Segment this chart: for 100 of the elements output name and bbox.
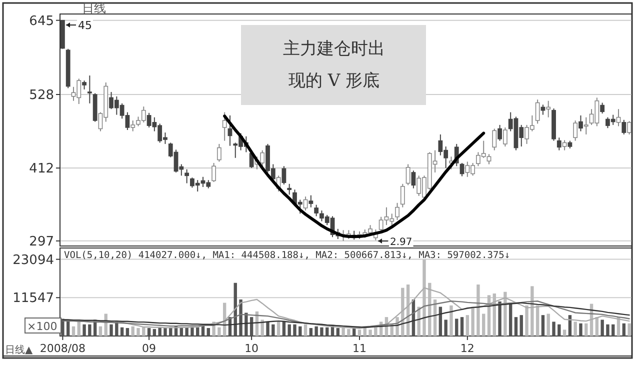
- bar: [520, 315, 523, 336]
- bar: [288, 324, 291, 336]
- bar: [272, 324, 275, 336]
- bar: [276, 322, 280, 336]
- candlestick: [578, 114, 583, 132]
- bar: [530, 286, 534, 336]
- y-tick-label: 11547: [12, 291, 54, 306]
- bar: [298, 326, 302, 336]
- annotation: 45: [78, 19, 92, 32]
- bar: [266, 322, 270, 336]
- candlestick: [400, 183, 405, 208]
- candlestick: [492, 128, 497, 151]
- bar: [72, 326, 76, 336]
- text: ×100: [27, 320, 58, 333]
- x-tick-label: 2008/08: [40, 342, 86, 355]
- bar: [558, 324, 561, 336]
- bar: [498, 301, 502, 336]
- bar: [320, 327, 324, 336]
- bar: [552, 322, 556, 336]
- bar: [450, 305, 453, 336]
- candlestick: [556, 137, 562, 151]
- bar: [98, 326, 102, 336]
- bar: [622, 323, 626, 336]
- candlestick: [546, 100, 551, 118]
- bar: [584, 323, 588, 336]
- bar: [342, 327, 345, 336]
- bar: [158, 327, 162, 336]
- bar: [368, 330, 372, 336]
- bar: [120, 327, 124, 336]
- bar: [82, 324, 86, 336]
- candlestick: [303, 196, 308, 212]
- bar: [309, 328, 313, 336]
- bar: [401, 288, 404, 336]
- bar: [164, 328, 167, 336]
- bar: [282, 322, 286, 336]
- bar: [606, 324, 610, 336]
- candlestick: [616, 108, 621, 127]
- annotation: 2.97: [390, 237, 412, 248]
- bar: [574, 322, 577, 336]
- line-series: [223, 114, 486, 238]
- candlestick: [622, 119, 626, 135]
- bar: [374, 327, 378, 336]
- bar: [110, 324, 113, 336]
- annotation: 日线: [82, 1, 106, 15]
- y-tick-label: 297: [29, 234, 54, 250]
- bar: [136, 328, 140, 336]
- candlestick: [600, 102, 605, 114]
- bar: [628, 323, 631, 336]
- bar: [579, 323, 582, 336]
- bar: [314, 326, 318, 336]
- bar: [444, 320, 448, 336]
- candlestick: [627, 120, 632, 135]
- candlestick: [314, 204, 319, 217]
- y-tick-label: 645: [29, 14, 54, 29]
- bar: [536, 305, 540, 336]
- bar: [476, 284, 480, 336]
- bar: [422, 260, 426, 336]
- candlestick: [87, 74, 92, 104]
- x-tick-label: 09: [142, 342, 156, 355]
- bar: [471, 306, 474, 336]
- bar: [201, 326, 205, 336]
- bar: [304, 324, 308, 336]
- y-tick-label: 23094: [12, 252, 54, 268]
- annotation: VOL(5,10,20) 414027.000↓, MA1: 444508.188↓, MA2: 500667.813↓, MA3: 597002.375↓: [64, 250, 510, 261]
- bar: [152, 329, 156, 336]
- annotation: 主力建仓时出现的 V 形底: [283, 39, 385, 91]
- candlestick: [287, 183, 292, 196]
- bar: [482, 314, 486, 336]
- bar: [88, 324, 92, 336]
- bar: [196, 327, 200, 336]
- bar: [417, 306, 420, 336]
- x-tick-label: 11: [352, 342, 366, 355]
- candlestick: [584, 116, 588, 135]
- y-tick-label: 412: [29, 162, 54, 177]
- bar: [612, 324, 615, 336]
- x-tick-label: 12: [460, 342, 474, 355]
- bar: [218, 327, 221, 336]
- bar: [358, 330, 362, 336]
- candlestick: [502, 126, 508, 147]
- bar: [180, 328, 184, 336]
- bar: [131, 326, 134, 336]
- bar: [525, 305, 528, 336]
- bar: [541, 315, 545, 336]
- bar: [460, 317, 464, 336]
- candlestick: [498, 124, 502, 142]
- bar: [147, 328, 151, 336]
- x-tick-label: 10: [244, 342, 259, 355]
- candlestick: [282, 166, 286, 186]
- y-tick-label: 528: [29, 88, 54, 104]
- bar: [546, 314, 550, 336]
- candlestick: [222, 112, 227, 142]
- candlestick: [130, 120, 136, 132]
- candlestick: [212, 162, 216, 182]
- bar: [514, 317, 518, 336]
- bar: [347, 329, 350, 336]
- candlestick: [216, 143, 222, 162]
- bar: [508, 304, 512, 336]
- bar: [185, 327, 188, 336]
- bar: [190, 326, 194, 336]
- bar: [466, 315, 470, 336]
